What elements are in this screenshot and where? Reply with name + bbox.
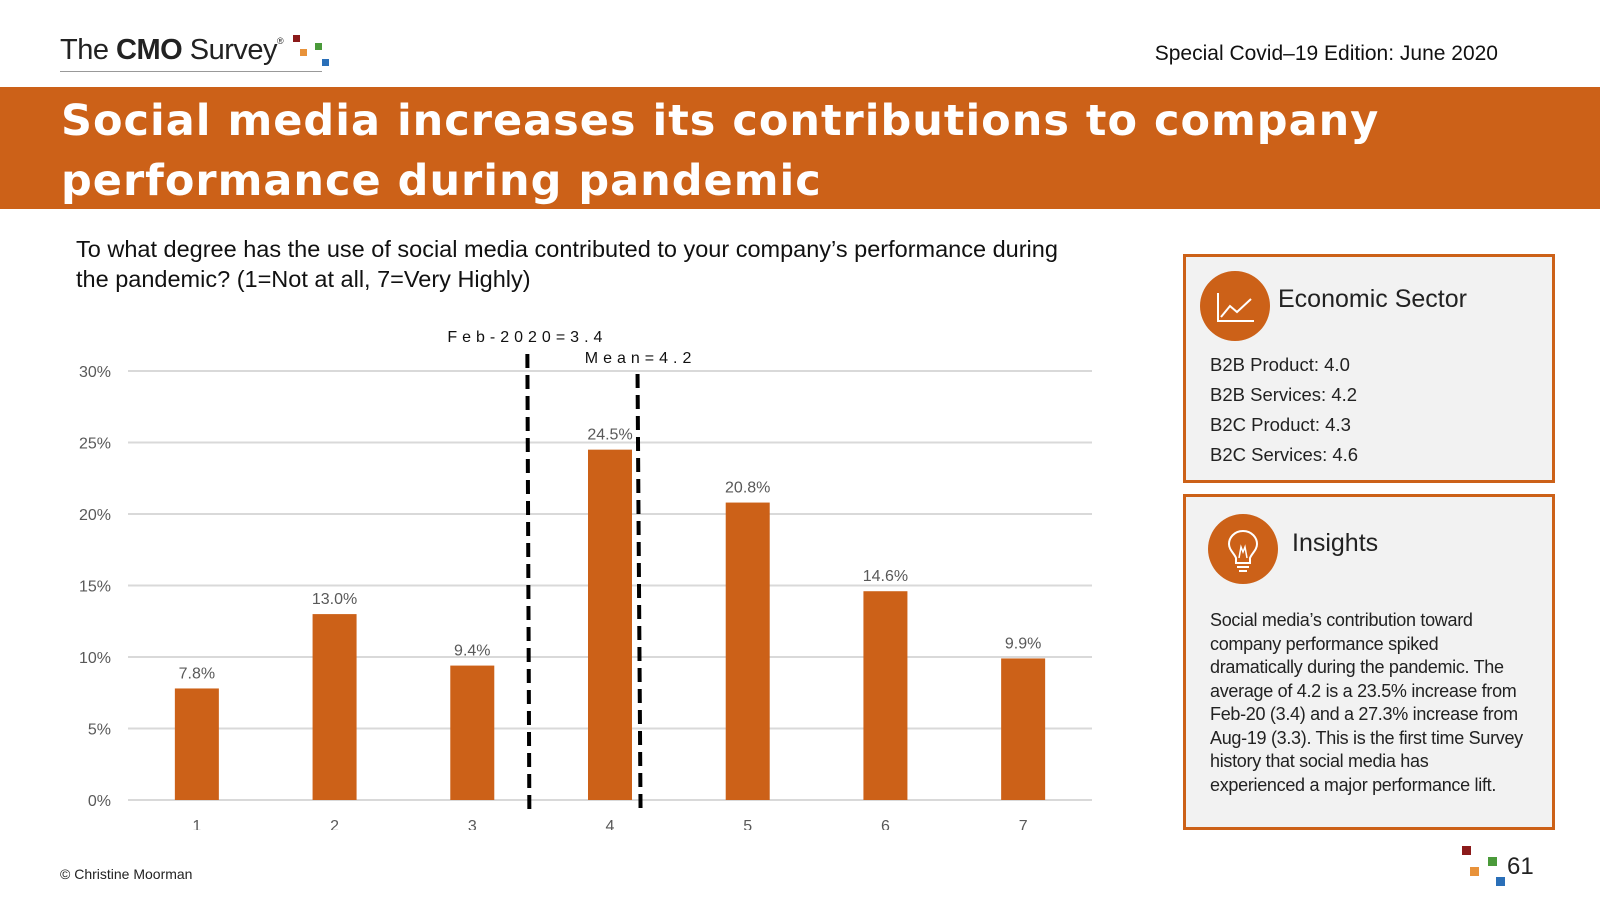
bar-data-labels: 7.8% 13.0% 9.4% 24.5% 20.8% 14.6% 9.9% bbox=[179, 427, 1042, 683]
y-tick-label: 20% bbox=[79, 507, 111, 524]
y-tick-label: 0% bbox=[88, 793, 111, 810]
bar bbox=[1001, 658, 1046, 800]
lightbulb-icon bbox=[1208, 514, 1278, 584]
bar-data-label: 13.0% bbox=[312, 591, 357, 608]
logo-prefix: The bbox=[60, 34, 109, 66]
bar bbox=[312, 614, 357, 800]
x-tick-label: 7 bbox=[1019, 818, 1028, 830]
logo-square-blue bbox=[322, 59, 329, 66]
x-tick-label: 5 bbox=[743, 818, 752, 830]
survey-question: To what degree has the use of social med… bbox=[76, 236, 1058, 292]
logo-underline bbox=[60, 71, 322, 72]
cmo-survey-logo: The CMO Survey® bbox=[60, 34, 329, 74]
logo-registered: ® bbox=[277, 36, 284, 46]
y-tick-label: 25% bbox=[79, 436, 111, 453]
logo-bold: CMO bbox=[116, 34, 183, 66]
x-tick-label: 3 bbox=[468, 818, 477, 830]
footer-square-green bbox=[1488, 857, 1497, 866]
bar bbox=[863, 591, 908, 800]
slide-title: Social media increases its contributions… bbox=[61, 96, 1380, 206]
line-chart-icon-glyph bbox=[1217, 293, 1254, 322]
bars bbox=[174, 449, 1046, 800]
footer-square-orange bbox=[1470, 867, 1479, 876]
bar-data-label: 9.9% bbox=[1005, 635, 1041, 652]
reference-line bbox=[525, 353, 532, 817]
insights-text: Social media’s contribution toward compa… bbox=[1210, 610, 1523, 795]
logo-square-orange bbox=[300, 49, 307, 56]
x-tick-label: 2 bbox=[330, 818, 339, 830]
title-banner: Social media increases its contributions… bbox=[0, 87, 1600, 209]
y-tick-label: 30% bbox=[79, 364, 111, 381]
bar bbox=[174, 688, 219, 800]
x-tick-label: 6 bbox=[881, 818, 890, 830]
sector-item: B2C Product: 4.3 bbox=[1210, 414, 1351, 435]
bar bbox=[725, 502, 770, 800]
lightbulb-icon-glyph bbox=[1227, 529, 1259, 572]
logo-wordmark: The CMO Survey® bbox=[60, 34, 284, 67]
x-tick-label: 1 bbox=[192, 818, 201, 830]
bar-data-label: 20.8% bbox=[725, 480, 770, 497]
bar-data-label: 7.8% bbox=[179, 665, 215, 682]
y-tick-label: 10% bbox=[79, 650, 111, 667]
edition-label: Special Covid–19 Edition: June 2020 bbox=[1154, 42, 1498, 65]
economic-sector-panel: Economic Sector B2B Product: 4.0 B2B Ser… bbox=[1183, 254, 1555, 483]
insights-panel: Insights Social media’s contribution tow… bbox=[1183, 494, 1555, 830]
sector-list: B2B Product: 4.0 B2B Services: 4.2 B2C P… bbox=[1210, 350, 1358, 470]
footer-square-red bbox=[1462, 846, 1471, 855]
logo-square-red bbox=[293, 35, 300, 42]
line-chart-icon bbox=[1200, 271, 1270, 341]
reference-line-label: Feb-2020=3.4 bbox=[447, 329, 607, 346]
y-axis-tick-labels: 0% 5% 10% 15% 20% 25% 30% bbox=[79, 364, 111, 810]
bar-data-label: 14.6% bbox=[863, 568, 908, 585]
logo-suffix: Survey bbox=[189, 34, 278, 66]
sector-item: B2C Services: 4.6 bbox=[1210, 444, 1359, 465]
y-tick-label: 5% bbox=[88, 722, 111, 739]
y-tick-label: 15% bbox=[79, 579, 111, 596]
insights-title: Insights bbox=[1292, 529, 1379, 557]
bar bbox=[450, 665, 495, 800]
copyright: © Christine Moorman bbox=[60, 866, 193, 882]
bar bbox=[588, 449, 632, 800]
reference-line-label: Mean=4.2 bbox=[585, 350, 697, 367]
bar-chart: 0%5%10%15%20%25%30% 7.8%13.0%9.4%24.5%20… bbox=[79, 329, 1092, 830]
logo-square-green bbox=[315, 43, 322, 50]
reference-line bbox=[635, 373, 643, 811]
bar-data-label: 24.5% bbox=[587, 427, 632, 444]
sector-item: B2B Product: 4.0 bbox=[1210, 354, 1350, 375]
reference-lines: Feb-2020=3.4 Mean=4.2 bbox=[447, 329, 697, 817]
x-axis-tick-labels: 1 2 3 4 5 6 7 bbox=[192, 818, 1027, 830]
bar-data-label: 9.4% bbox=[454, 643, 490, 660]
page-number: 61 bbox=[1507, 853, 1534, 880]
x-tick-label: 4 bbox=[606, 818, 615, 830]
sector-item: B2B Services: 4.2 bbox=[1210, 384, 1358, 405]
economic-sector-title: Economic Sector bbox=[1278, 285, 1467, 313]
footer-square-blue bbox=[1496, 877, 1505, 886]
